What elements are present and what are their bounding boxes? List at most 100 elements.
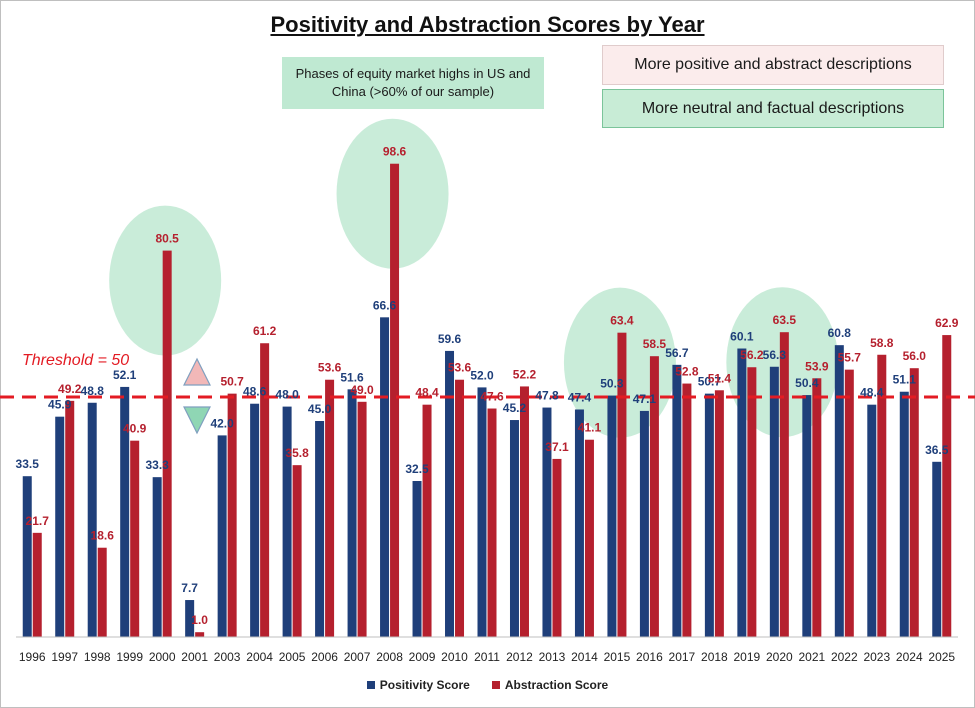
bar-positivity-2000: [152, 477, 162, 637]
data-label-positivity-2020: 56.3: [763, 348, 787, 362]
bar-abstraction-2020: [779, 332, 789, 637]
bar-positivity-2016: [639, 410, 649, 637]
bar-positivity-2007: [347, 389, 357, 637]
positive-annotation-box: More positive and abstract descriptions: [602, 45, 944, 85]
data-label-positivity-2024: 51.1: [893, 373, 917, 387]
bar-positivity-2025: [932, 461, 942, 637]
data-label-abstraction-2010: 53.6: [448, 361, 472, 375]
bar-abstraction-2005: [292, 465, 302, 637]
x-tick-2021: 2021: [798, 650, 825, 664]
x-tick-2005: 2005: [279, 650, 306, 664]
x-tick-2024: 2024: [896, 650, 923, 664]
data-label-positivity-2019: 60.1: [730, 330, 754, 344]
bar-abstraction-2000: [162, 250, 172, 637]
down-triangle-icon: [183, 406, 211, 435]
bar-abstraction-1996: [32, 532, 42, 637]
data-label-positivity-2025: 36.5: [925, 443, 949, 457]
data-label-abstraction-2020: 63.5: [773, 313, 797, 327]
data-label-positivity-2004: 48.6: [243, 385, 267, 399]
neutral-annotation-box: More neutral and factual descriptions: [602, 89, 944, 128]
data-label-abstraction-2016: 58.5: [643, 337, 667, 351]
data-label-abstraction-2019: 56.2: [740, 348, 764, 362]
bar-positivity-2019: [737, 348, 747, 637]
chart-title: Positivity and Abstraction Scores by Yea…: [270, 12, 705, 37]
bar-abstraction-2016: [649, 356, 659, 637]
data-label-positivity-1999: 52.1: [113, 368, 137, 382]
x-tick-2007: 2007: [344, 650, 371, 664]
data-label-abstraction-2022: 55.7: [838, 351, 862, 365]
bar-abstraction-2011: [487, 408, 497, 637]
bar-abstraction-2024: [909, 368, 919, 637]
bar-positivity-1996: [22, 476, 32, 637]
bar-positivity-2006: [315, 421, 325, 637]
x-tick-1997: 1997: [51, 650, 78, 664]
legend-label-positivity: Positivity Score: [379, 678, 470, 692]
data-label-abstraction-2011: 47.6: [480, 390, 504, 404]
data-label-abstraction-2009: 48.4: [415, 386, 439, 400]
legend-swatch-abstraction: [491, 681, 500, 689]
data-label-positivity-2008: 66.6: [373, 298, 397, 312]
data-label-abstraction-2015: 63.4: [610, 314, 634, 328]
x-tick-2004: 2004: [246, 650, 273, 664]
bar-abstraction-2023: [877, 354, 887, 637]
x-tick-2011: 2011: [474, 650, 500, 664]
bar-positivity-2014: [574, 409, 584, 637]
data-label-abstraction-2003: 50.7: [220, 375, 244, 389]
x-tick-1999: 1999: [116, 650, 143, 664]
legend-swatch-positivity: [366, 681, 375, 689]
bar-abstraction-2022: [844, 369, 854, 637]
x-tick-2010: 2010: [441, 650, 468, 664]
bar-abstraction-2009: [422, 404, 432, 637]
x-tick-2009: 2009: [409, 650, 436, 664]
bar-positivity-2018: [704, 393, 714, 637]
data-label-positivity-2022: 60.8: [828, 326, 852, 340]
threshold-label: Threshold = 50: [22, 352, 129, 369]
data-label-positivity-1998: 48.8: [81, 384, 105, 398]
data-label-positivity-2016: 47.1: [633, 392, 657, 406]
data-label-abstraction-2014: 41.1: [578, 421, 602, 435]
bar-positivity-2005: [282, 406, 292, 637]
x-tick-2001: 2001: [181, 650, 208, 664]
bar-abstraction-2001: [195, 632, 205, 637]
data-label-positivity-2000: 33.3: [145, 458, 169, 472]
data-label-abstraction-1996: 21.7: [26, 514, 50, 528]
x-tick-2000: 2000: [149, 650, 176, 664]
bar-positivity-2001: [185, 600, 195, 637]
bar-positivity-2004: [250, 403, 260, 637]
bar-abstraction-2021: [812, 378, 822, 637]
bar-positivity-2024: [899, 391, 909, 637]
bar-positivity-2015: [607, 395, 617, 637]
bar-positivity-2013: [542, 407, 552, 637]
bar-positivity-2012: [509, 420, 519, 637]
data-label-abstraction-2024: 56.0: [903, 349, 927, 363]
x-tick-2018: 2018: [701, 650, 728, 664]
data-label-abstraction-1999: 40.9: [123, 422, 147, 436]
data-label-positivity-2010: 59.6: [438, 332, 462, 346]
x-tick-2012: 2012: [506, 650, 533, 664]
bar-positivity-2010: [445, 350, 455, 637]
data-label-abstraction-2005: 35.8: [285, 446, 309, 460]
x-tick-2025: 2025: [928, 650, 955, 664]
data-label-positivity-1997: 45.9: [48, 398, 72, 412]
data-label-positivity-2009: 32.5: [405, 462, 429, 476]
bar-abstraction-2025: [942, 335, 952, 637]
data-label-abstraction-1998: 18.6: [91, 529, 115, 543]
data-label-positivity-2023: 48.4: [860, 386, 884, 400]
data-label-abstraction-2012: 52.2: [513, 367, 537, 381]
bar-positivity-2009: [412, 481, 422, 637]
bar-abstraction-2004: [260, 343, 270, 637]
bar-abstraction-2018: [714, 390, 724, 637]
data-label-positivity-2021: 50.4: [795, 376, 819, 390]
bar-abstraction-2014: [584, 439, 594, 637]
data-label-abstraction-2023: 58.8: [870, 336, 894, 350]
legend: Positivity Score Abstraction Score: [0, 678, 975, 692]
x-tick-2013: 2013: [539, 650, 566, 664]
data-label-abstraction-1997: 49.2: [58, 382, 82, 396]
bar-abstraction-2007: [357, 401, 367, 637]
data-label-abstraction-2004: 61.2: [253, 324, 277, 338]
bar-abstraction-2003: [227, 393, 237, 637]
data-label-positivity-2003: 42.0: [210, 416, 234, 430]
x-tick-2006: 2006: [311, 650, 338, 664]
data-label-abstraction-2000: 80.5: [155, 232, 179, 246]
